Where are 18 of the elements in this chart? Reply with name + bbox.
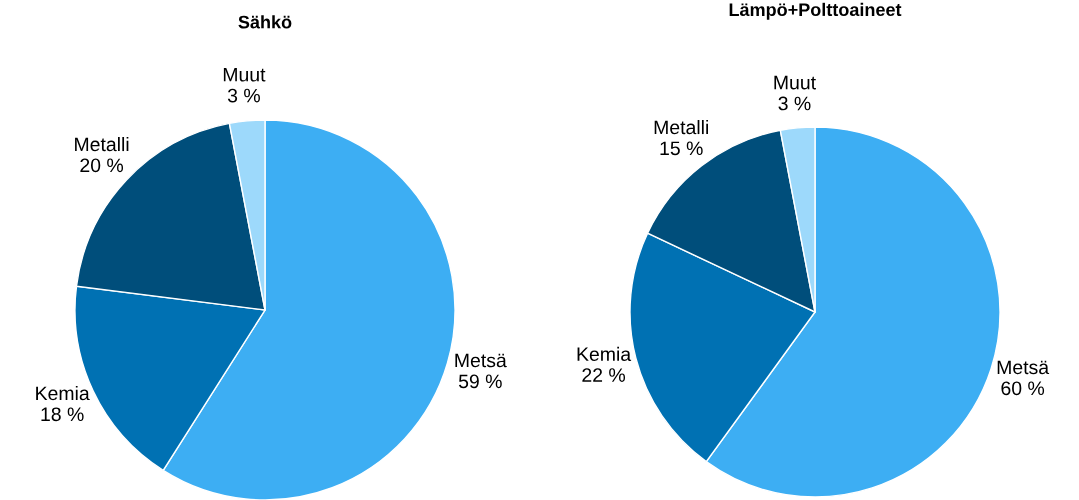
- slice-label: Metsä: [455, 353, 507, 368]
- slice-label: Metalli: [654, 119, 708, 135]
- data-label: 22 %: [582, 368, 626, 382]
- data-label: 3 %: [227, 88, 260, 103]
- slice-label: Metalli: [75, 136, 129, 152]
- data-label: 18 %: [41, 407, 84, 422]
- slice-label: Muut: [774, 75, 816, 90]
- slice-label: Metsä: [997, 360, 1050, 375]
- slice-label: Kemia: [36, 385, 90, 401]
- slice-label: Kemia: [577, 346, 632, 362]
- chart-title: Sähkö: [238, 15, 292, 29]
- chart-title: Lämpö+Polttoaineet: [729, 2, 902, 20]
- slice-label: Muut: [223, 67, 266, 82]
- data-label: 3 %: [778, 96, 811, 111]
- data-label: 59 %: [458, 374, 502, 389]
- data-label: 15 %: [660, 141, 703, 156]
- data-label: 20 %: [80, 158, 124, 173]
- data-label: 60 %: [1001, 381, 1045, 396]
